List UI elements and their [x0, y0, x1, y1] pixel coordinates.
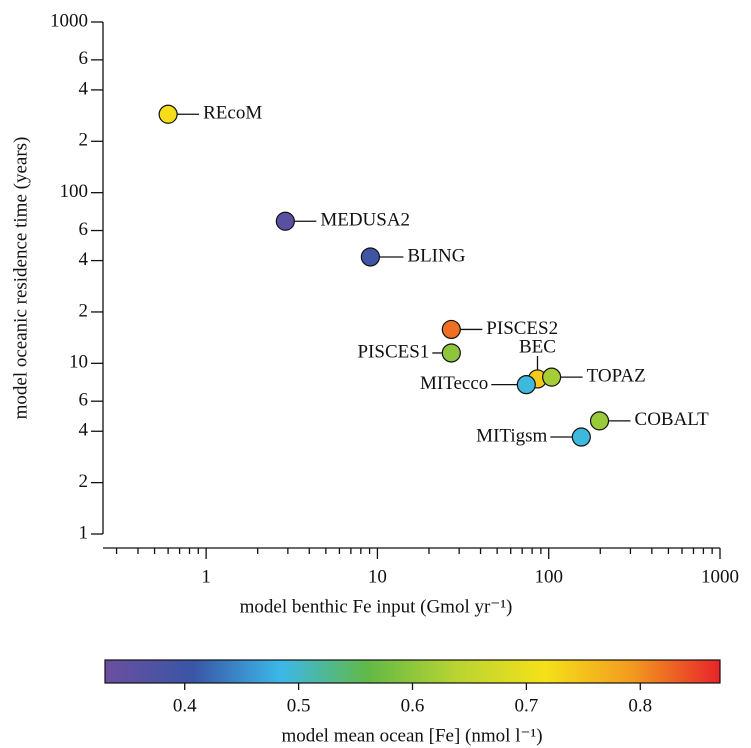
y-tick-label: 4	[79, 78, 89, 99]
colorbar-label: model mean ocean [Fe] (nmol l⁻¹)	[281, 725, 542, 746]
point-label: BLING	[407, 245, 465, 266]
point-label: BEC	[519, 336, 556, 357]
point-label: COBALT	[635, 409, 710, 430]
point-label: TOPAZ	[587, 366, 646, 387]
y-axis-label: model oceanic residence time (years)	[10, 137, 31, 420]
y-tick-label: 6	[79, 48, 89, 69]
point	[275, 211, 295, 231]
y-tick-label: 6	[79, 390, 89, 411]
colorbar	[104, 659, 721, 684]
x-tick-label: 100	[534, 566, 563, 587]
y-tick-label: 2	[79, 300, 89, 321]
point-label: REcoM	[203, 103, 262, 124]
y-tick-label: 4	[79, 420, 89, 441]
point	[542, 367, 562, 387]
y-tick-label: 1000	[50, 10, 88, 31]
colorbar-tick-label: 0.5	[287, 695, 311, 716]
point	[441, 343, 461, 363]
point	[589, 411, 610, 431]
y-tick-label: 10	[69, 352, 88, 373]
point	[571, 427, 591, 447]
colorbar-tick-label: 0.7	[515, 695, 539, 716]
point	[360, 247, 381, 267]
x-tick-label: 10	[368, 566, 387, 587]
colorbar-tick-label: 0.8	[628, 695, 652, 716]
y-tick-label: 100	[60, 181, 89, 202]
point-label: MITecco	[420, 373, 488, 394]
colorbar-tick-label: 0.4	[173, 695, 197, 716]
point-label: PISCES2	[486, 318, 558, 339]
point	[441, 319, 461, 340]
x-tick-label: 1000	[701, 566, 739, 587]
y-tick-label: 1	[79, 522, 89, 543]
point-label: PISCES1	[357, 341, 429, 362]
colorbar-tick-label: 0.6	[401, 695, 425, 716]
point	[516, 375, 536, 395]
point	[158, 104, 178, 124]
x-tick-label: 1	[201, 566, 211, 587]
y-tick-label: 2	[79, 130, 89, 151]
y-tick-label: 2	[79, 471, 89, 492]
point-label: MEDUSA2	[320, 210, 410, 231]
x-axis-label: model benthic Fe input (Gmol yr⁻¹)	[240, 596, 513, 617]
y-tick-label: 6	[79, 219, 89, 240]
point-label: MITigsm	[476, 425, 547, 446]
y-tick-label: 4	[79, 249, 89, 270]
